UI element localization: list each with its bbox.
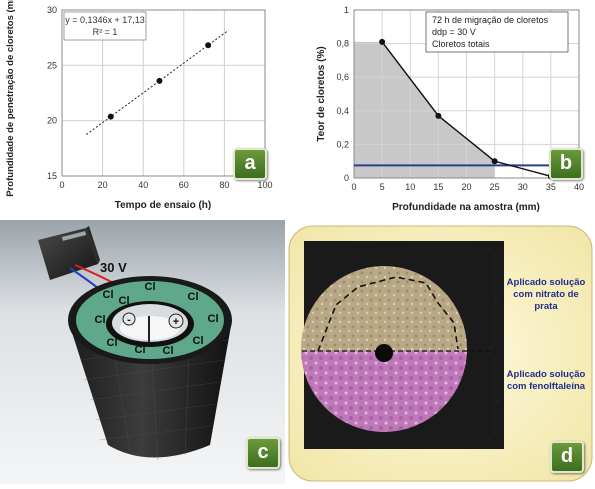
chart-a-ticks: 0 20 40 60 80 100 15 20 25 30: [47, 5, 273, 190]
chart-a-ytick: 30: [47, 5, 57, 15]
chart-a-xtick: 80: [219, 180, 229, 190]
chloride-ion-label: Cl: [95, 314, 106, 326]
panel-label-a: a: [233, 148, 267, 180]
chart-b-ytick: 0,8: [336, 39, 349, 49]
chart-b-xtick: 0: [351, 182, 356, 192]
chloride-ion-label: Cl: [193, 335, 204, 347]
chart-b-xtick: 10: [405, 182, 415, 192]
chart-b-ytick: 0,4: [336, 106, 349, 116]
chloride-ion-label: Cl: [135, 344, 146, 356]
brace-bottom: [487, 352, 501, 440]
chart-b-annotation-line2: ddp = 30 V: [432, 27, 476, 37]
chart-b-svg: 0 5 10 15 20 25 30 35 40 0 0,2 0,4 0,6 0,8 1 72 h de m…: [316, 5, 584, 213]
positive-terminal: [168, 313, 184, 329]
chart-b-point: [491, 158, 498, 165]
chart-a-xtick: 100: [257, 180, 272, 190]
chloride-ion-label: Cl: [103, 289, 114, 301]
label-bottom-container: Aplicado solução com fenolftaleína: [506, 369, 586, 392]
panel-label-b: b: [549, 148, 583, 180]
chloride-ion-label: Cl: [163, 345, 174, 357]
chart-b-annotation-line1: 72 h de migração de cloretos: [432, 15, 549, 25]
panel-label-c: c: [246, 437, 280, 469]
chart-b-point: [379, 38, 386, 45]
sample-top-half: [301, 266, 467, 351]
chart-b-annotation-box: [425, 11, 569, 53]
chart-a-ytick: 15: [47, 171, 57, 181]
chart-b-point: [435, 112, 442, 119]
chart-b-ytick: 0,6: [336, 72, 349, 82]
chloride-ion-label: Cl: [208, 313, 219, 325]
chart-a-ylabel: Profundidade de penetração de cloretos (…: [5, 0, 16, 197]
chart-b-ytick: 0: [344, 173, 349, 183]
sample-indicator-photo-panel: Aplicado solução com nitrato de prata Ap…: [288, 225, 593, 482]
chloride-ion-label: Cl: [188, 291, 199, 303]
chart-b-xtick: 25: [490, 182, 500, 192]
chart-b-xtick: 20: [461, 182, 471, 192]
chart-b-xtick: 5: [380, 182, 385, 192]
chart-panel-a: 0 20 40 60 80 100 15 20 25 30 y = 0,1346x + 17,13…: [0, 0, 290, 215]
silver-nitrate-front: [317, 276, 459, 352]
chart-a-points: [107, 42, 212, 120]
chloride-ion-label: Cl: [107, 337, 118, 349]
chart-a-equation-box: [63, 11, 147, 41]
chart-a-xtick: 20: [98, 180, 108, 190]
sample-bottom-half: [301, 351, 467, 432]
chart-b-xtick: 35: [546, 182, 556, 192]
chart-a-xlabel: Tempo de ensaio (h): [115, 200, 212, 211]
chart-b-plot-area: [353, 9, 580, 179]
chart-b-annotation-line3: Cloretos totais: [432, 39, 490, 49]
brace-top: [487, 249, 501, 350]
chart-b-shaded-area: [354, 41, 495, 178]
chloride-ion-label: Cl: [119, 295, 130, 307]
label-silver-nitrate: Aplicado solução com nitrato de prata: [506, 277, 586, 312]
central-hole: [375, 344, 393, 362]
chart-panel-b: 0 5 10 15 20 25 30 35 40 0 0,2 0,4 0,6 0,8 1 72 h de m…: [296, 0, 595, 215]
migration-cell-illustration: 30 V - + Cl Cl Cl Cl Cl Cl Cl Cl Cl Cl c: [0, 220, 285, 484]
label-top-container: Aplicado solução com nitrato de prata: [506, 277, 586, 312]
electrode-rod: [148, 316, 150, 342]
chart-a-svg: 0 20 40 60 80 100 15 20 25 30 y = 0,1346x + 17,13…: [5, 0, 273, 211]
negative-terminal-label: -: [127, 314, 131, 326]
negative-terminal: [122, 312, 136, 326]
chart-a-xtick: 0: [59, 180, 64, 190]
chart-a-point: [205, 42, 212, 49]
chart-a-ytick: 20: [47, 116, 57, 126]
power-supply: [38, 226, 100, 280]
chart-b-series-line: [381, 41, 552, 177]
sample-photo-svg: Aplicado solução com nitrato de prata Ap…: [288, 225, 593, 482]
chart-b-ticks: 0 5 10 15 20 25 30 35 40 0 0,2 0,4 0,6 0,8 1: [336, 5, 584, 192]
chart-a-point: [107, 113, 114, 120]
chart-b-ytick: 0,2: [336, 139, 349, 149]
chart-a-xtick: 40: [138, 180, 148, 190]
chart-a-xtick: 60: [179, 180, 189, 190]
chart-a-point: [156, 77, 163, 84]
chart-a-plot-area: [61, 9, 266, 177]
chart-b-xtick: 40: [574, 182, 584, 192]
chloride-ion-label: Cl: [145, 281, 156, 293]
chart-b-xlabel: Profundidade na amostra (mm): [392, 202, 540, 213]
voltage-label: 30 V: [100, 260, 127, 275]
label-phenolphthalein: Aplicado solução com fenolftaleína: [506, 369, 586, 392]
chart-a-r2: R² = 1: [93, 27, 118, 37]
positive-terminal-label: +: [173, 316, 179, 328]
chart-b-ylabel: Teor de cloretos (%): [316, 46, 327, 141]
chart-b-ytick: 1: [344, 5, 349, 15]
chart-b-xtick: 30: [518, 182, 528, 192]
chart-b-xtick: 15: [433, 182, 443, 192]
chart-a-equation: y = 0,1346x + 17,13: [65, 15, 145, 25]
chart-a-ytick: 25: [47, 60, 57, 70]
panel-label-d: d: [550, 441, 584, 473]
